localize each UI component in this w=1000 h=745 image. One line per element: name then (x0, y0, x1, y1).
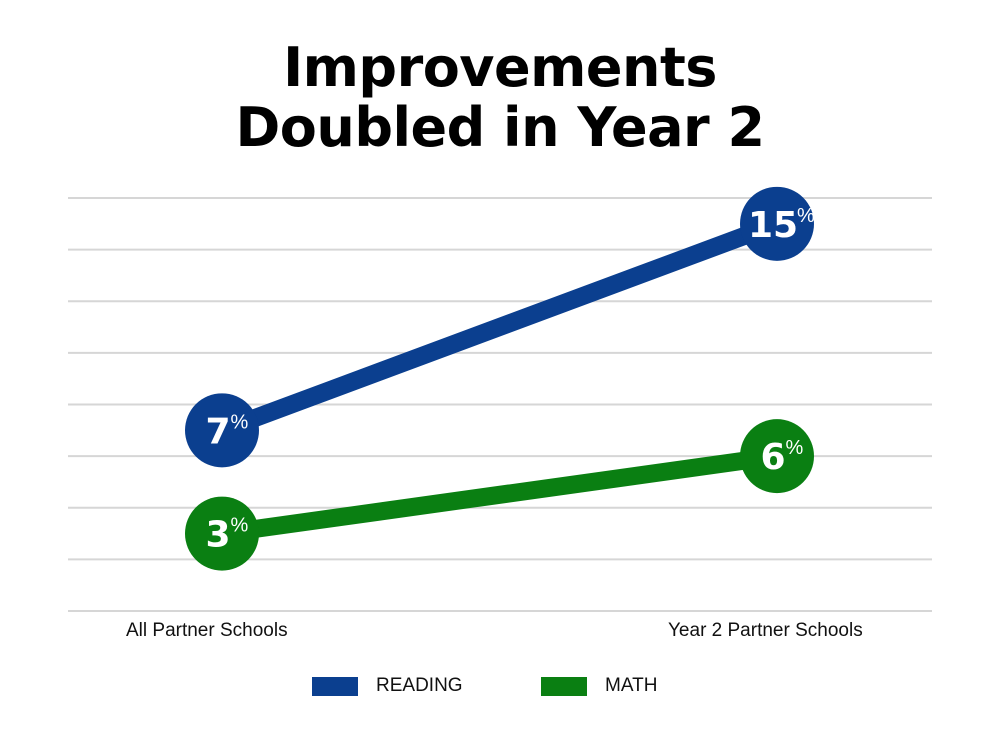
chart-title-line-1: Improvements (283, 36, 717, 99)
reading-point (740, 186, 814, 261)
legend-item-math: MATH (541, 675, 657, 697)
x-tick-label-all-partner-schools: All Partner Schools (126, 620, 288, 641)
reading-data-label-unit: % (797, 205, 815, 227)
reading-data-label: 7 (205, 411, 230, 452)
reading-point (185, 393, 259, 468)
math-series-line (220, 447, 779, 543)
math-data-label-unit: % (786, 437, 804, 459)
chart-title: Improvements Doubled in Year 2 (0, 38, 1000, 158)
reading-data-label-unit: % (231, 411, 249, 433)
math-data-label: 6 (760, 437, 785, 478)
reading-series-line (218, 215, 781, 439)
math-data-label: 3 (205, 515, 230, 556)
legend-swatch-math (541, 676, 587, 696)
math-point (740, 419, 814, 494)
legend-item-reading: READING (312, 675, 463, 697)
reading-data-label: 15 (748, 205, 798, 246)
legend-label-reading: READING (376, 675, 463, 696)
legend-swatch-reading (312, 676, 358, 696)
math-point (185, 496, 259, 571)
x-tick-label-year-2-partner-schools: Year 2 Partner Schools (668, 620, 863, 641)
math-data-label-unit: % (231, 515, 249, 537)
chart-title-line-2: Doubled in Year 2 (235, 96, 765, 159)
legend-label-math: MATH (605, 675, 658, 696)
